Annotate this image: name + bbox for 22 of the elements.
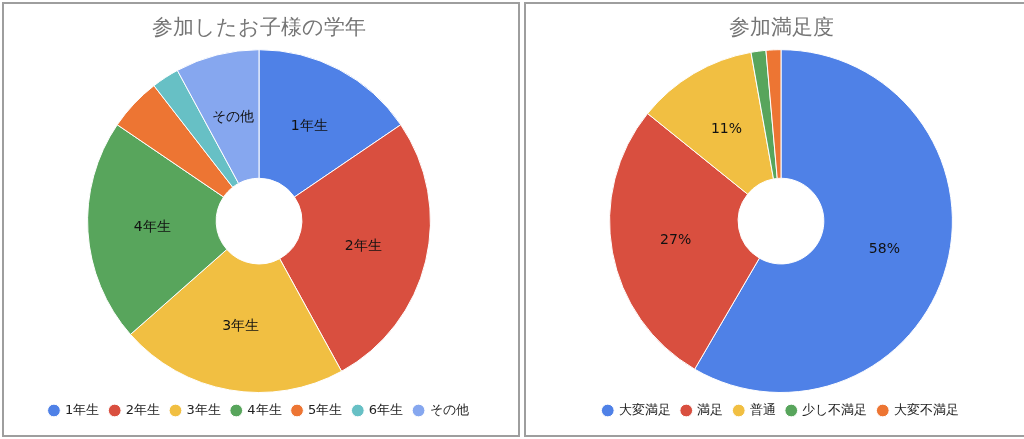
chart-title: 参加したお子様の学年 bbox=[152, 15, 366, 40]
legend-label: 少し不満足 bbox=[802, 401, 868, 417]
slice-label: 4年生 bbox=[133, 218, 171, 235]
slice-label: 1年生 bbox=[290, 117, 328, 134]
slice-label: 3年生 bbox=[222, 317, 260, 334]
legend-label: 普通 bbox=[749, 401, 776, 417]
data-label: 58% bbox=[868, 239, 900, 256]
chart-title: 参加満足度 bbox=[728, 15, 834, 40]
data-label: 11% bbox=[710, 119, 743, 136]
data-label: 27% bbox=[660, 231, 692, 248]
legend-label: 3年生 bbox=[186, 401, 221, 417]
slice-label: その他 bbox=[211, 107, 254, 124]
legend-label: 6年生 bbox=[368, 401, 404, 417]
slice-label: 2年生 bbox=[344, 236, 382, 253]
legend-label: 大変満足 bbox=[618, 401, 671, 417]
legend-label: 4年生 bbox=[247, 401, 282, 417]
legend-label: 2年生 bbox=[125, 401, 160, 417]
legend-label: 1年生 bbox=[64, 401, 100, 417]
legend-label: 満足 bbox=[697, 401, 724, 417]
legend-label: 5年生 bbox=[308, 401, 343, 417]
legend-label: その他 bbox=[429, 401, 469, 417]
legend-label: 大変不満足 bbox=[893, 401, 959, 417]
